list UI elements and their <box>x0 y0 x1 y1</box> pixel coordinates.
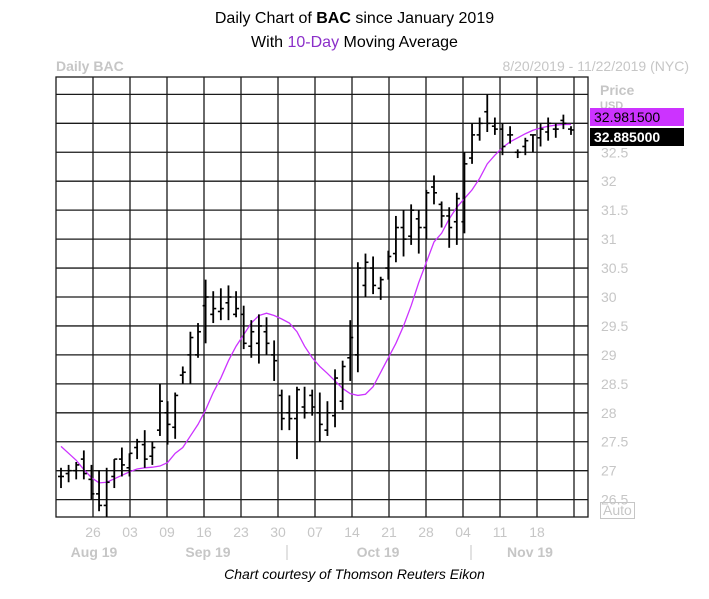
x-tick-label: 23 <box>233 524 249 540</box>
chart-header-date-range: 8/20/2019 - 11/22/2019 (NYC) <box>502 58 689 74</box>
month-label: Aug 19 <box>71 544 118 560</box>
chart-credit: Chart courtesy of Thomson Reuters Eikon <box>224 566 485 582</box>
chart-title-line2: With 10-Day Moving Average <box>0 34 709 52</box>
x-tick-label: 16 <box>196 524 212 540</box>
y-tick-label: 27 <box>601 463 617 479</box>
x-tick-label: 26 <box>85 524 101 540</box>
y-tick-label: 27.5 <box>601 434 628 450</box>
y-axis-title: Price <box>600 82 635 98</box>
y-tick-label: 28 <box>601 405 617 421</box>
subtitle-suffix: Moving Average <box>339 34 458 51</box>
y-tick-label: 30 <box>601 289 617 305</box>
month-label: Sep 19 <box>185 544 230 560</box>
title-prefix: Daily Chart of <box>214 10 317 27</box>
x-tick-label: 28 <box>418 524 434 540</box>
title-ticker: BAC <box>316 10 351 27</box>
y-tick-label: 32 <box>601 173 617 189</box>
title-suffix: since January 2019 <box>350 10 495 27</box>
subtitle-ma-period: 10-Day <box>287 34 340 51</box>
x-tick-label: 07 <box>307 524 323 540</box>
chart-header-symbol: Daily BAC <box>56 58 124 74</box>
ma-10-line <box>60 123 571 484</box>
chart-title-line1: Daily Chart of BAC since January 2019 <box>0 10 709 28</box>
month-label: Nov 19 <box>507 544 553 560</box>
last-price-badge: 32.885000 <box>590 128 684 146</box>
y-tick-label: 26.5 <box>601 492 628 508</box>
x-tick-label: 11 <box>493 524 508 540</box>
subtitle-prefix: With <box>251 34 288 51</box>
y-tick-label: 29 <box>601 347 617 363</box>
x-tick-label: 14 <box>344 524 360 540</box>
x-tick-label: 21 <box>381 524 397 540</box>
y-tick-label: 32.5 <box>601 144 628 160</box>
y-tick-label: 31.5 <box>601 202 628 218</box>
y-tick-label: 31 <box>601 231 617 247</box>
y-tick-label: 28.5 <box>601 376 628 392</box>
x-tick-label: 09 <box>159 524 175 540</box>
x-tick-label: 03 <box>122 524 138 540</box>
ma-value-badge: 32.981500 <box>590 108 684 126</box>
x-tick-label: 04 <box>455 524 471 540</box>
auto-scale-button[interactable]: Auto <box>600 502 635 519</box>
y-tick-label: 30.5 <box>601 260 628 276</box>
x-tick-label: 18 <box>529 524 545 540</box>
y-tick-label: 29.5 <box>601 318 628 334</box>
x-tick-label: 30 <box>270 524 286 540</box>
month-label: Oct 19 <box>357 544 400 560</box>
